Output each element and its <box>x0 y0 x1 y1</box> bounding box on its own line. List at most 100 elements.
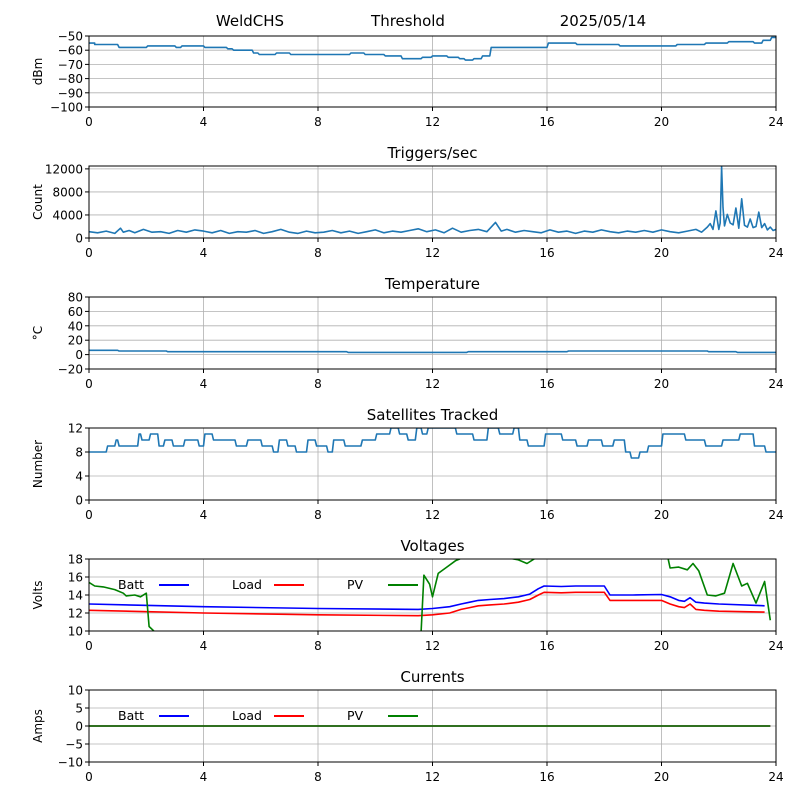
x-tick-label: 8 <box>314 639 322 653</box>
x-tick-label: 0 <box>85 770 93 784</box>
y-tick-label: −50 <box>58 30 83 44</box>
x-tick-label: 0 <box>85 377 93 391</box>
y-axis-label: Number <box>31 440 45 488</box>
x-tick-label: 20 <box>654 115 669 129</box>
x-tick-label: 24 <box>768 639 783 653</box>
x-tick-label: 12 <box>425 115 440 129</box>
x-tick-label: 24 <box>768 246 783 260</box>
y-tick-label: 12000 <box>45 162 83 176</box>
y-tick-label: 10 <box>68 684 83 698</box>
y-tick-label: 12 <box>68 422 83 436</box>
y-axis-label: dBm <box>31 58 45 86</box>
y-tick-label: 0 <box>75 494 83 508</box>
x-tick-label: 0 <box>85 246 93 260</box>
x-tick-label: 20 <box>654 246 669 260</box>
y-tick-label: 8 <box>75 446 83 460</box>
x-tick-label: 20 <box>654 377 669 391</box>
x-tick-label: 0 <box>85 508 93 522</box>
header-date: 2025/05/14 <box>560 12 646 30</box>
y-tick-label: −20 <box>58 363 83 377</box>
x-tick-label: 0 <box>85 115 93 129</box>
x-tick-label: 4 <box>200 770 208 784</box>
x-tick-label: 4 <box>200 246 208 260</box>
x-tick-label: 20 <box>654 770 669 784</box>
legend-label-batt: Batt <box>118 708 144 723</box>
y-tick-label: 4000 <box>52 208 83 222</box>
x-tick-label: 8 <box>314 770 322 784</box>
panel-triggers: 0 4 8 12 16 20 24 0 4000 8000 12000 Triggers/sec Cou… <box>31 144 784 260</box>
y-tick-label: 0 <box>75 348 83 362</box>
series-line-pv <box>89 559 772 631</box>
y-tick-label: −10 <box>58 756 83 770</box>
y-tick-label: 18 <box>68 553 83 567</box>
panel-title: Satellites Tracked <box>367 406 498 424</box>
x-tick-label: 12 <box>425 246 440 260</box>
series-line-temperature <box>89 349 776 354</box>
panel-title: Triggers/sec <box>387 144 478 162</box>
y-tick-label: 0 <box>75 720 83 734</box>
panel-threshold: 0 4 8 12 16 20 24 −100−90−80−70−60−50 dBm <box>31 30 784 130</box>
legend-label-batt: Batt <box>118 577 144 592</box>
header-station: WeldCHS <box>216 12 284 30</box>
x-tick-label: 24 <box>768 508 783 522</box>
x-tick-label: 24 <box>768 377 783 391</box>
panel-title: Currents <box>400 668 464 686</box>
x-tick-label: 4 <box>200 508 208 522</box>
x-tick-label: 4 <box>200 377 208 391</box>
legend-label-load: Load <box>232 577 262 592</box>
y-tick-label: 4 <box>75 470 83 484</box>
x-tick-label: 8 <box>314 246 322 260</box>
x-tick-label: 16 <box>539 246 554 260</box>
x-tick-label: 8 <box>314 377 322 391</box>
x-tick-label: 24 <box>768 770 783 784</box>
series-line-satellites <box>89 428 776 459</box>
y-tick-label: 40 <box>68 319 83 333</box>
x-tick-label: 4 <box>200 639 208 653</box>
y-tick-label: −60 <box>58 44 83 58</box>
x-tick-label: 8 <box>314 508 322 522</box>
y-axis-label: °C <box>31 326 45 340</box>
y-tick-label: −100 <box>50 101 83 115</box>
series-line-triggers <box>89 166 776 235</box>
y-tick-label: 20 <box>68 334 83 348</box>
panel-satellites: 0 4 8 12 16 20 24 0 4 8 12 Satellites Tracked Number <box>31 406 784 522</box>
series-line-load <box>89 591 765 617</box>
x-tick-label: 12 <box>425 377 440 391</box>
x-tick-label: 0 <box>85 639 93 653</box>
series-line-threshold <box>89 36 776 61</box>
y-tick-label: −80 <box>58 72 83 86</box>
y-tick-label: 14 <box>68 589 83 603</box>
x-tick-label: 16 <box>539 508 554 522</box>
y-tick-label: 0 <box>75 232 83 246</box>
x-tick-label: 16 <box>539 639 554 653</box>
x-tick-label: 16 <box>539 115 554 129</box>
y-tick-label: 8000 <box>52 185 83 199</box>
series-line-batt <box>89 585 765 611</box>
panel-title: Temperature <box>384 275 480 293</box>
x-tick-label: 8 <box>314 115 322 129</box>
y-tick-label: 16 <box>68 571 83 585</box>
x-tick-label: 16 <box>539 377 554 391</box>
x-tick-label: 4 <box>200 115 208 129</box>
x-tick-label: 20 <box>654 508 669 522</box>
x-tick-label: 12 <box>425 770 440 784</box>
y-tick-label: −90 <box>58 86 83 100</box>
panel-voltages: 0 4 8 12 16 20 24 10 12 14 16 18 Voltages Volts Batt Lo… <box>31 537 784 653</box>
x-tick-label: 16 <box>539 770 554 784</box>
y-axis-label: Amps <box>31 709 45 743</box>
x-tick-label: 12 <box>425 508 440 522</box>
y-tick-label: 12 <box>68 607 83 621</box>
y-tick-label: −70 <box>58 58 83 72</box>
y-tick-label: 10 <box>68 625 83 639</box>
x-tick-label: 12 <box>425 639 440 653</box>
panel-currents: 0 4 8 12 16 20 24 −10 −5 0 5 10 Currents Amps Batt Load… <box>31 668 784 784</box>
header-panel: Threshold <box>370 12 445 30</box>
y-axis-label: Volts <box>31 581 45 610</box>
x-tick-label: 24 <box>768 115 783 129</box>
y-tick-label: 80 <box>68 291 83 305</box>
y-axis-label: Count <box>31 184 45 220</box>
legend-label-pv: PV <box>347 577 364 592</box>
